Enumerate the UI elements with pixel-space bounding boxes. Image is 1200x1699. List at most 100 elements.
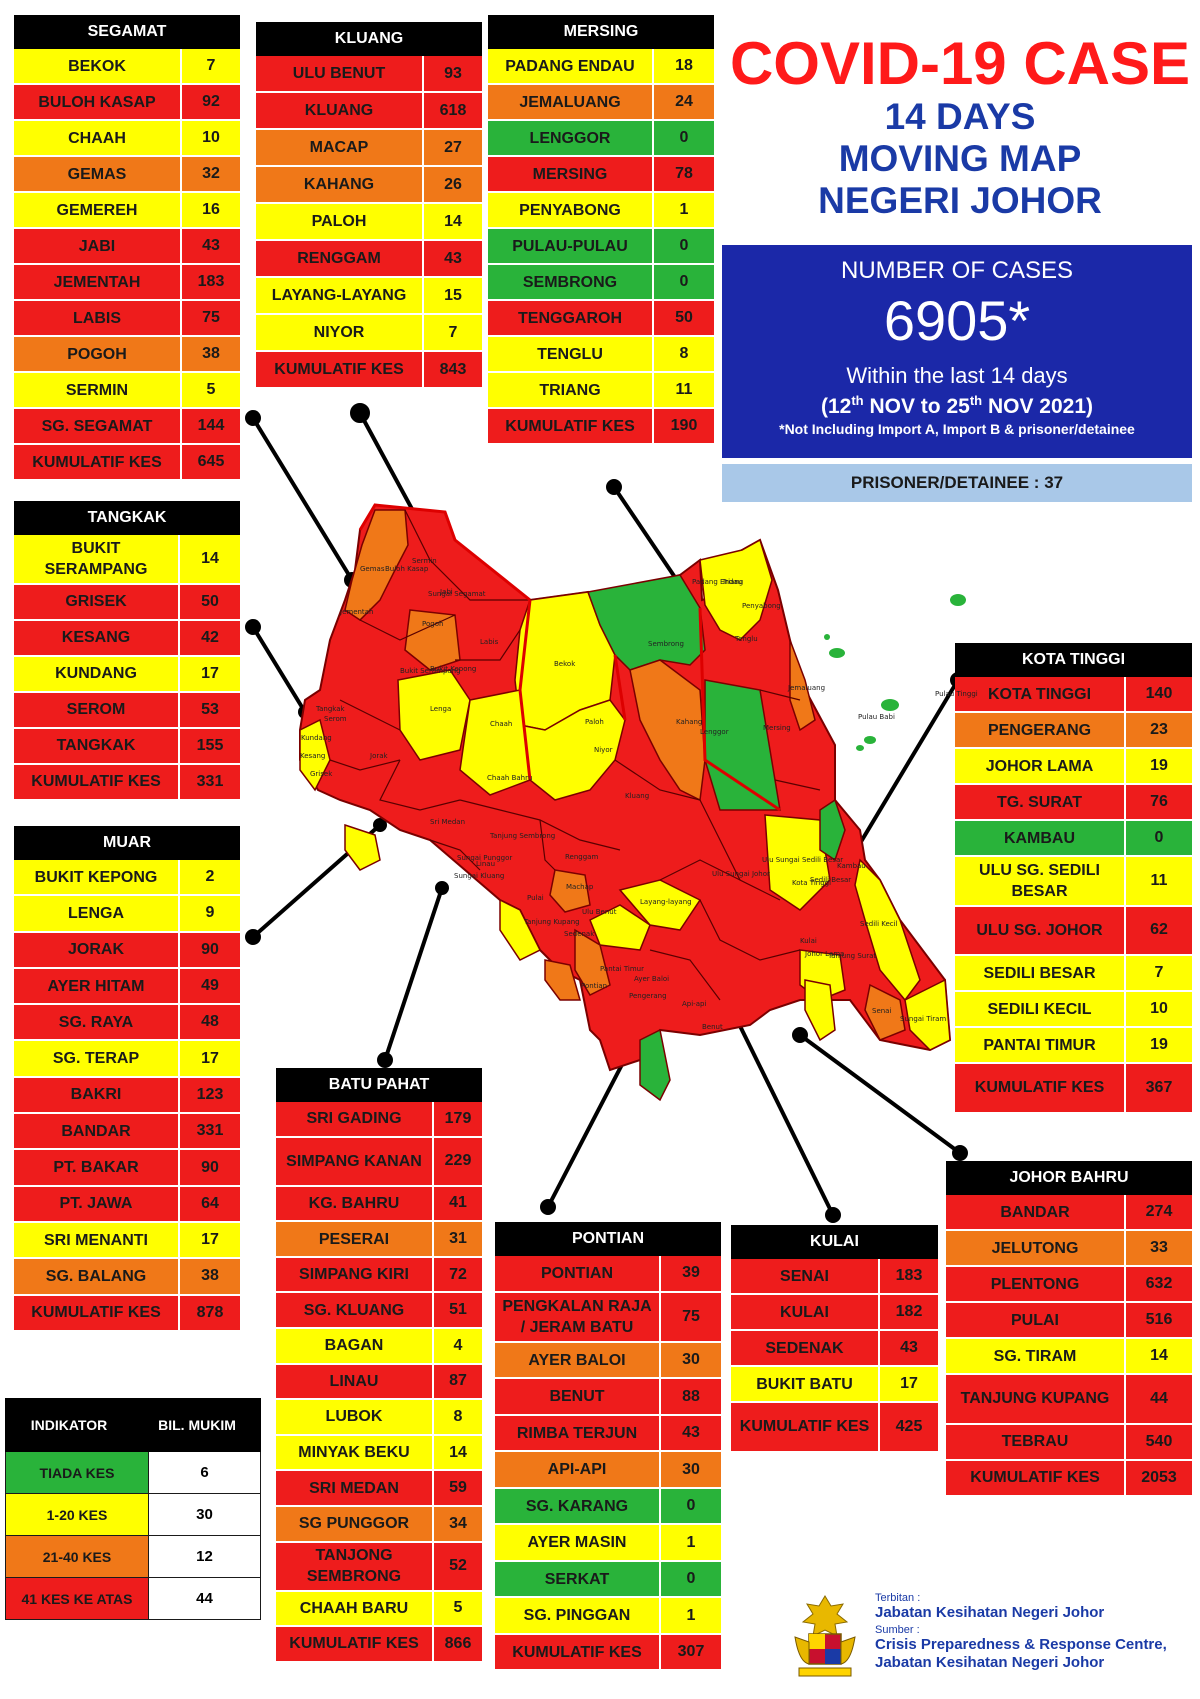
table-kluang: KLUANG ULU BENUT 93 KLUANG 618 MACAP 27 KAHANG 2…	[256, 22, 482, 389]
case-count: 49	[201, 977, 219, 995]
map-place-label: Jementah	[340, 608, 374, 616]
legend-table: INDIKATOR BIL. MUKIM TIADA KES 6 1-20 KES 3…	[5, 1398, 261, 1620]
mukim-row: AYER MASIN 1	[495, 1525, 721, 1562]
mukim-name: SG. KLUANG	[276, 1293, 434, 1327]
case-count: 33	[1150, 1239, 1168, 1256]
case-count: 14	[201, 549, 219, 567]
case-count: 540	[1145, 1432, 1173, 1450]
mukim-row: BANDAR 274	[946, 1195, 1192, 1231]
mukim-row: TANJUNG KUPANG 44	[946, 1375, 1192, 1425]
mukim-name: KUMULATIF KES	[14, 764, 180, 799]
mukim-row: BUKIT KEPONG 2	[14, 860, 240, 897]
cases-number: 6905*	[883, 289, 1031, 352]
case-count: 7	[206, 57, 216, 74]
mukim-row: KAMBAU 0	[955, 821, 1192, 857]
mukim-row: TENGLU 8	[488, 337, 714, 373]
mukim-name: KUNDANG	[14, 656, 180, 691]
cumulative-row: KUMULATIF KES 843	[256, 352, 482, 389]
case-count: 72	[449, 1265, 467, 1283]
legend-label: 1-20 KES	[6, 1494, 149, 1535]
mukim-row: TG. SURAT 76	[955, 785, 1192, 821]
district-header: MERSING	[488, 15, 714, 49]
case-count: 866	[444, 1634, 472, 1652]
mukim-row: SG. KLUANG 51	[276, 1293, 482, 1329]
case-count: 90	[201, 1158, 219, 1176]
case-count: 2053	[1141, 1468, 1177, 1486]
map-place-label: Paloh	[585, 718, 604, 726]
table-johor-bahru: JOHOR BAHRU BANDAR 274 JELUTONG 33 PLENTONG 63…	[946, 1161, 1192, 1497]
map-place-label: Sermin	[412, 557, 437, 565]
mukim-row: SEMBRONG 0	[488, 265, 714, 301]
mukim-name: SG. SEGAMAT	[14, 409, 182, 443]
mukim-name: PONTIAN	[495, 1256, 661, 1291]
table-kota-tinggi: KOTA TINGGI KOTA TINGGI 140 PENGERANG 23 JOHO…	[955, 643, 1192, 1114]
case-count: 425	[895, 1417, 923, 1435]
case-count: 179	[444, 1109, 472, 1127]
map-place-label: Kluang	[625, 792, 650, 800]
case-count: 190	[670, 417, 698, 434]
mukim-name: KUMULATIF KES	[731, 1403, 880, 1451]
coat-of-arms-logo	[794, 1595, 856, 1677]
case-count: 48	[201, 1013, 219, 1031]
map-place-label: Sungai Segamat	[428, 590, 486, 598]
map-place-label: Pengerang	[629, 992, 667, 1000]
case-count: 0	[686, 1570, 696, 1588]
cumulative-row: KUMULATIF KES 307	[495, 1634, 721, 1672]
case-count: 183	[895, 1267, 923, 1284]
case-count: 16	[202, 201, 220, 218]
table-batu-pahat: BATU PAHAT SRI GADING 179 SIMPANG KANAN 229 K…	[276, 1068, 482, 1663]
table-mersing: MERSING PADANG ENDAU 18 JEMALUANG 24 LENGGOR 0…	[488, 15, 714, 445]
case-count: 75	[202, 309, 220, 326]
case-count: 19	[1150, 1036, 1168, 1054]
mukim-row: GEMEREH 16	[14, 193, 240, 229]
table-tangkak: TANGKAK BUKIT SERAMPANG 14 GRISEK 50 KESANG 42…	[14, 501, 240, 801]
published-label: Terbitan :	[875, 1592, 921, 1604]
case-count: 32	[202, 165, 220, 182]
case-count: 878	[196, 1303, 224, 1321]
map-place-label: Grisek	[310, 770, 333, 778]
mukim-name: PT. BAKAR	[14, 1150, 180, 1185]
legend-col-count: BIL. MUKIM	[158, 1417, 236, 1433]
map-place-label: Niyor	[594, 746, 613, 754]
mukim-name: POGOH	[14, 337, 182, 371]
mukim-name: BAGAN	[276, 1329, 434, 1363]
case-count: 14	[444, 212, 462, 230]
mukim-row: LENGA 9	[14, 896, 240, 933]
mukim-row: BULOH KASAP 92	[14, 85, 240, 121]
case-count: 38	[202, 345, 220, 362]
case-count: 30	[682, 1351, 700, 1369]
district-header: MUAR	[14, 826, 240, 860]
mukim-name: KLUANG	[256, 93, 424, 128]
legend-label: TIADA KES	[6, 1452, 149, 1493]
case-count: 1	[679, 201, 689, 218]
mukim-name: BAKRI	[14, 1077, 180, 1113]
map-place-label: Ulu Sungai Johor	[712, 870, 770, 878]
case-count: 0	[686, 1497, 696, 1515]
mukim-row: PONTIAN 39	[495, 1256, 721, 1293]
mukim-row: GEMAS 32	[14, 157, 240, 193]
mukim-row: SG. BALANG 38	[14, 1259, 240, 1296]
mukim-name: LABIS	[14, 301, 182, 335]
case-count: 516	[1145, 1311, 1173, 1328]
source-label: Sumber :	[875, 1624, 920, 1636]
cases-note: *Not Including Import A, Import B & pris…	[779, 421, 1135, 437]
case-count: 59	[449, 1479, 467, 1497]
map-place-label: Jorak	[370, 752, 388, 760]
mukim-name: JEMENTAH	[14, 265, 182, 299]
mukim-row: TRIANG 11	[488, 373, 714, 409]
case-count: 42	[201, 628, 219, 646]
mukim-name: SERKAT	[495, 1561, 661, 1597]
map-place-label: Sri Medan	[430, 818, 466, 826]
mukim-row: JOHOR LAMA 19	[955, 749, 1192, 785]
mukim-row: SIMPANG KIRI 72	[276, 1257, 482, 1294]
mukim-name: KESANG	[14, 620, 180, 655]
prisoner-detainee-box: PRISONER/DETAINEE : 37	[722, 464, 1192, 502]
mukim-row: KAHANG 26	[256, 167, 482, 204]
mukim-row: SERMIN 5	[14, 373, 240, 409]
mukim-name: KUMULATIF KES	[256, 352, 424, 387]
legend-label: 21-40 KES	[6, 1536, 149, 1577]
map-place-label: Sedili Besar	[810, 876, 852, 884]
case-count: 15	[444, 286, 462, 304]
case-count: 50	[675, 309, 693, 326]
mukim-row: PULAI 516	[946, 1303, 1192, 1339]
